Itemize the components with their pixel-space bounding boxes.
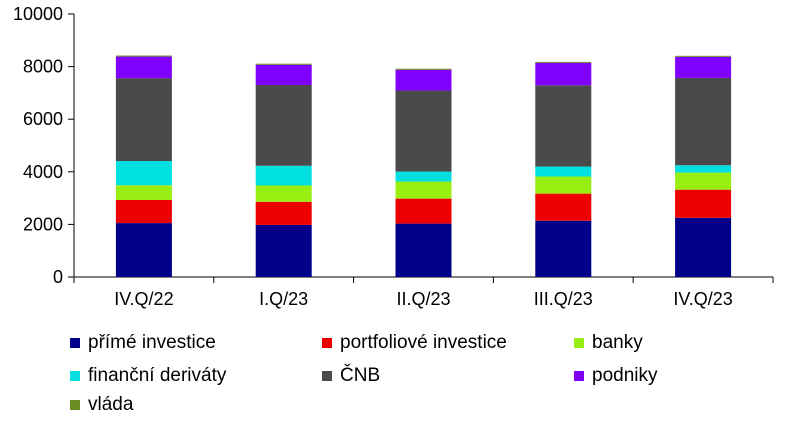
legend-swatch — [70, 338, 80, 348]
bar-segment — [395, 198, 452, 224]
bar-segment — [395, 171, 452, 182]
bar-segment — [395, 223, 452, 277]
bar-segment — [255, 85, 312, 166]
x-tick-label: III.Q/23 — [534, 289, 593, 309]
bar-segment — [675, 217, 732, 277]
legend-label: vláda — [88, 394, 134, 415]
x-tick-label: IV.Q/23 — [673, 289, 732, 309]
y-tick-label: 8000 — [23, 57, 63, 77]
legend-item: finanční deriváty — [70, 365, 226, 387]
bar-segment — [395, 90, 452, 172]
bar-segment — [115, 161, 172, 186]
bar-segment — [255, 63, 312, 65]
legend-swatch — [322, 338, 332, 348]
legend-item: portfoliové investice — [322, 332, 507, 354]
y-tick-label: 10000 — [13, 4, 63, 24]
legend-swatch — [70, 400, 80, 410]
x-tick-label: I.Q/23 — [259, 289, 308, 309]
bar-segment — [395, 68, 452, 70]
bar-segment — [255, 165, 312, 186]
legend-swatch — [70, 371, 80, 381]
bar-segment — [115, 223, 172, 277]
x-tick-label: IV.Q/22 — [114, 289, 173, 309]
bar-segment — [535, 85, 592, 167]
bar-segment — [395, 181, 452, 199]
legend-swatch — [574, 338, 584, 348]
bar-segment — [535, 193, 592, 221]
y-tick-label: 4000 — [23, 162, 63, 182]
legend-label: ČNB — [340, 365, 381, 386]
legend-label: portfoliové investice — [340, 332, 507, 353]
bar-segment — [675, 165, 732, 173]
legend-item: banky — [574, 332, 643, 354]
bar-segment — [675, 189, 732, 218]
bar-segment — [115, 55, 172, 57]
bar-segment — [255, 201, 312, 225]
bar-segment — [255, 64, 312, 86]
bar-segment — [115, 185, 172, 200]
bar-segment — [675, 77, 732, 166]
legend-label: banky — [592, 332, 643, 353]
bar-segment — [115, 56, 172, 79]
y-tick-label: 0 — [53, 267, 63, 287]
bar-segment — [535, 61, 592, 63]
bar-segment — [115, 199, 172, 224]
legend-label: přímé investice — [88, 332, 216, 353]
bar-segment — [115, 78, 172, 162]
legend-label: podniky — [592, 365, 658, 386]
legend-item: přímé investice — [70, 332, 216, 354]
legend-item: podniky — [574, 365, 658, 387]
bar-segment — [675, 172, 732, 190]
bar-segment — [535, 166, 592, 177]
bar-segment — [675, 56, 732, 78]
bar-segment — [535, 62, 592, 86]
legend-swatch — [574, 371, 584, 381]
bar-segment — [255, 224, 312, 277]
y-tick-label: 6000 — [23, 109, 63, 129]
legend-swatch — [322, 371, 332, 381]
legend-label: finanční deriváty — [88, 365, 227, 386]
y-tick-label: 2000 — [23, 214, 63, 234]
bar-segment — [395, 69, 452, 91]
bar-segment — [255, 185, 312, 202]
x-tick-label: II.Q/23 — [396, 289, 450, 309]
legend-item: vláda — [70, 394, 133, 416]
bar-segment — [675, 55, 732, 57]
bar-segment — [535, 176, 592, 194]
legend-item: ČNB — [322, 365, 380, 387]
bar-segment — [535, 220, 592, 277]
